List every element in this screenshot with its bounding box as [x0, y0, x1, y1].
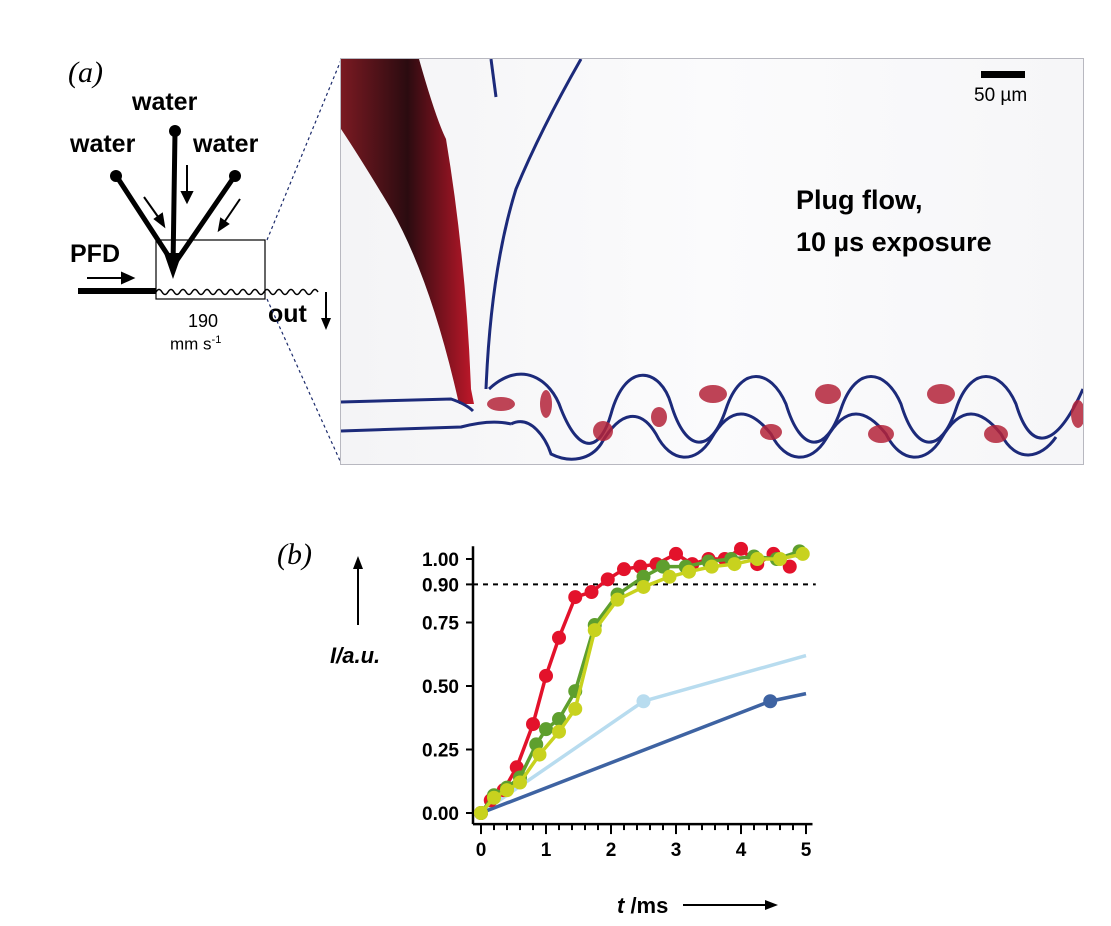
- micrograph-image: 50 µm Plug flow, 10 µs exposure: [340, 58, 1084, 465]
- flow-arrows: [87, 165, 241, 285]
- wall-inlet-bottom: [341, 420, 512, 433]
- label-water-left: water: [70, 130, 136, 158]
- panel-a-label: (a): [68, 56, 103, 89]
- plug: [540, 390, 552, 418]
- series-point: [600, 572, 615, 587]
- micrograph-caption-line1: Plug flow,: [796, 185, 923, 215]
- plug: [699, 385, 727, 403]
- series-point: [662, 569, 677, 584]
- plug: [651, 407, 667, 427]
- series-point: [552, 712, 566, 727]
- x-tick-label: 1: [541, 840, 552, 861]
- label-pfd: PFD: [70, 240, 120, 268]
- y-tick-label: 1.00: [422, 550, 459, 571]
- series-point: [704, 559, 719, 574]
- inlet-channels: [114, 129, 237, 270]
- speed-unit-exp: -1: [211, 334, 222, 346]
- series-point: [552, 724, 566, 739]
- series-point: [734, 541, 748, 556]
- y-tick-label: 0.25: [422, 741, 459, 762]
- series-point: [727, 557, 742, 572]
- x-axis-arrowhead: [765, 900, 778, 910]
- plug: [927, 384, 955, 404]
- plug: [868, 425, 894, 443]
- channel-schematic: [78, 125, 331, 330]
- series-point: [636, 569, 651, 584]
- label-water-top: water: [132, 88, 198, 116]
- panel-b-label: (b): [277, 538, 312, 571]
- label-speed-value: 190: [188, 311, 219, 331]
- series-point: [587, 623, 602, 638]
- series-point: [539, 722, 553, 737]
- inlet-dot-top: [169, 125, 181, 137]
- plot-layer: 0.00 0.25 0.50 0.75 0.90 1.00 0 1 2 3 4 5: [422, 541, 816, 861]
- series-point: [487, 790, 501, 805]
- y-tick-label: 0.75: [422, 614, 459, 635]
- intensity-chart: I/a.u. t /ms 0.00 0.25 0.50 0.75 0.90 1.00 0 1 2…: [330, 541, 816, 918]
- micrograph-drawing: [341, 59, 1083, 461]
- label-out: out: [268, 300, 307, 328]
- y-axis-label: I/a.u.: [330, 643, 380, 668]
- x-axis-label: t /ms: [617, 893, 668, 918]
- series-point: [568, 590, 583, 605]
- label-speed-unit: mm s-1: [170, 334, 221, 355]
- x-tick-label: 2: [606, 840, 617, 861]
- x-tick-label: 4: [736, 840, 747, 861]
- series-point: [532, 747, 547, 762]
- plug: [815, 384, 841, 404]
- inlet-dot-left: [110, 170, 122, 182]
- series-point: [617, 562, 631, 577]
- outlet-arrowhead: [321, 318, 331, 330]
- series-point: [656, 559, 670, 574]
- y-tick-label: 0.50: [422, 677, 459, 698]
- plug: [1071, 400, 1083, 428]
- y-axis-arrowhead: [353, 556, 363, 569]
- plug: [487, 397, 515, 411]
- wall-upper-tick: [489, 59, 498, 98]
- pfd-stream: [341, 59, 474, 404]
- series-point: [795, 546, 810, 561]
- x-tick-label: 0: [476, 840, 487, 861]
- x-tick-label: 3: [671, 840, 682, 861]
- series-point: [513, 775, 527, 790]
- series-point: [782, 559, 797, 574]
- series-point: [610, 592, 625, 607]
- y-tick-label: 0.00: [422, 804, 459, 825]
- plug: [760, 424, 782, 440]
- y-tick-label: 0.90: [422, 575, 459, 596]
- series-point: [636, 579, 651, 594]
- speed-unit-text: mm s: [170, 334, 212, 354]
- series-point: [584, 585, 599, 600]
- scale-bar-label: 50 µm: [974, 85, 1028, 106]
- inlet-dot-right: [229, 170, 241, 182]
- series-point: [750, 552, 765, 566]
- series-point: [669, 546, 683, 561]
- junction-arrowhead: [164, 253, 182, 279]
- series-point: [552, 630, 566, 645]
- x-axis-label-unit: /ms: [624, 893, 668, 918]
- label-water-right: water: [193, 130, 259, 158]
- series-point: [526, 717, 540, 732]
- scale-bar: [981, 71, 1025, 78]
- x-tick-label: 5: [801, 840, 812, 861]
- series-point: [539, 668, 553, 683]
- wall-inlet-top: [341, 397, 475, 413]
- series-point: [763, 694, 778, 709]
- plug: [984, 425, 1008, 443]
- x-axis-label-var: t: [617, 893, 626, 918]
- series-point: [773, 552, 787, 566]
- serpentine-outlet: [155, 288, 319, 296]
- series-line: [480, 691, 807, 815]
- zoom-box: [155, 239, 266, 300]
- series-point: [682, 564, 696, 579]
- zoom-connectors: [266, 59, 342, 464]
- series-point: [568, 701, 583, 716]
- series-point: [474, 806, 488, 820]
- wall-right: [484, 59, 583, 390]
- wall-serpentine-bottom: [510, 412, 1058, 461]
- series-point: [636, 694, 651, 709]
- micrograph-caption-line2: 10 µs exposure: [796, 227, 992, 257]
- plug: [593, 421, 613, 441]
- series-point: [500, 783, 514, 798]
